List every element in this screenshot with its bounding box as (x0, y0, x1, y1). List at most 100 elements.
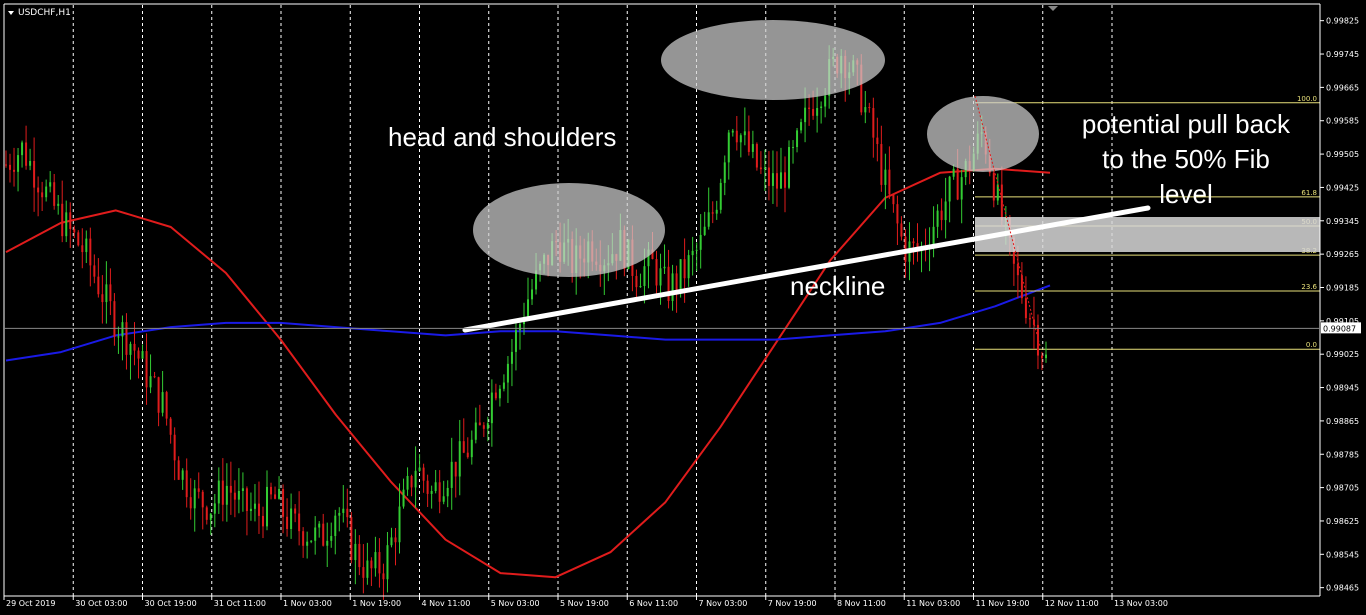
candle-body (1016, 263, 1019, 276)
current-price-marker: 0.99087 (4, 322, 1361, 334)
candle-body (739, 135, 742, 143)
candle-body (900, 223, 903, 237)
candle-body (735, 130, 738, 143)
candle-body (13, 169, 16, 172)
time-tick-label: 31 Oct 11:00 (214, 599, 266, 608)
time-tick-label: 6 Nov 11:00 (629, 599, 678, 608)
candle-body (531, 289, 534, 300)
candle-body (454, 461, 457, 477)
candle-body (695, 249, 698, 251)
candle-body (506, 363, 509, 383)
symbol-label-group[interactable]: USDCHF,H1 (8, 8, 71, 18)
candle-body (446, 487, 449, 497)
candle-body (719, 182, 722, 210)
candle-body (69, 212, 72, 229)
candle-body (374, 552, 377, 569)
candle-body (394, 537, 397, 543)
candle-body (181, 470, 184, 480)
price-tick-label: 0.99265 (1326, 250, 1359, 259)
candle-body (462, 441, 465, 453)
time-tick-label: 30 Oct 03:00 (75, 599, 127, 608)
price-tick-label: 0.99505 (1326, 150, 1359, 159)
time-tick-label: 1 Nov 03:00 (283, 599, 332, 608)
candle-body (45, 186, 48, 198)
pullback-annotation-line2: to the 50% Fib (1102, 144, 1270, 174)
dropdown-arrow-icon[interactable] (8, 11, 14, 15)
candle-body (450, 461, 453, 488)
candle-body (486, 423, 489, 429)
price-tick-label: 0.98625 (1326, 517, 1359, 526)
candle-body (896, 204, 899, 224)
candle-body (205, 507, 208, 520)
price-tick-label: 0.99185 (1326, 283, 1359, 292)
current-price-box (1321, 322, 1361, 334)
candle-body (527, 299, 530, 319)
candle-body (800, 122, 803, 131)
candle-body (245, 488, 248, 512)
candle-body (763, 167, 766, 170)
candle-body (117, 336, 120, 338)
candle-body (406, 475, 409, 490)
candle-body (816, 108, 819, 116)
time-tick-label: 29 Oct 2019 (6, 599, 55, 608)
pullback-annotation-line3: level (1159, 179, 1212, 209)
fib-level-label: 100.0 (1297, 95, 1317, 103)
candle-body (639, 285, 642, 288)
candle-body (266, 486, 269, 527)
candle-body (330, 536, 333, 541)
price-tick-label: 0.99105 (1326, 317, 1359, 326)
candle-body (655, 259, 658, 286)
candle-body (358, 543, 361, 568)
candle-body (434, 482, 437, 492)
candle-body (233, 492, 236, 500)
candle-body (535, 270, 538, 290)
grid-lines (72, 5, 1113, 596)
candle-body (101, 294, 104, 303)
price-tick-label: 0.98945 (1326, 384, 1359, 393)
price-tick-label: 0.98865 (1326, 417, 1359, 426)
price-tick-label: 0.99585 (1326, 117, 1359, 126)
candle-body (671, 273, 674, 301)
candle-body (65, 212, 68, 237)
candle-body (97, 276, 100, 295)
candle-body (430, 491, 433, 494)
candle-body (338, 512, 341, 516)
candle-body (812, 108, 815, 116)
candle-body (410, 475, 413, 488)
candle-body (286, 516, 289, 530)
candle-body (743, 131, 746, 136)
candle-body (422, 467, 425, 481)
candle-body (350, 517, 353, 561)
candle-body (779, 172, 782, 189)
time-tick-label: 4 Nov 11:00 (422, 599, 471, 608)
candle-body (864, 107, 867, 113)
candle-body (229, 485, 232, 493)
candle-body (85, 238, 88, 253)
price-tick-label: 0.99345 (1326, 217, 1359, 226)
candle-body (217, 480, 220, 504)
candle-body (93, 265, 96, 277)
candle-body (141, 351, 144, 359)
candle-body (29, 161, 32, 166)
candle-body (956, 168, 959, 200)
price-tick-label: 0.99025 (1326, 350, 1359, 359)
candle-body (21, 142, 24, 156)
candle-body (25, 142, 28, 166)
time-tick-label: 5 Nov 03:00 (491, 599, 540, 608)
candle-body (490, 392, 493, 424)
candle-body (185, 470, 188, 498)
candle-body (1040, 355, 1043, 359)
left-shoulder-highlight (473, 183, 665, 277)
time-tick-label: 12 Nov 11:00 (1045, 599, 1099, 608)
candle-body (161, 392, 164, 413)
symbol-label[interactable]: USDCHF,H1 (18, 8, 71, 18)
candle-body (282, 488, 285, 517)
candle-body (647, 249, 650, 267)
candle-body (747, 131, 750, 152)
time-tick-label: 30 Oct 19:00 (145, 599, 197, 608)
candle-body (105, 284, 108, 303)
candle-body (322, 523, 325, 546)
price-tick-label: 0.99825 (1326, 17, 1359, 26)
annotation-shapes (462, 20, 1320, 347)
